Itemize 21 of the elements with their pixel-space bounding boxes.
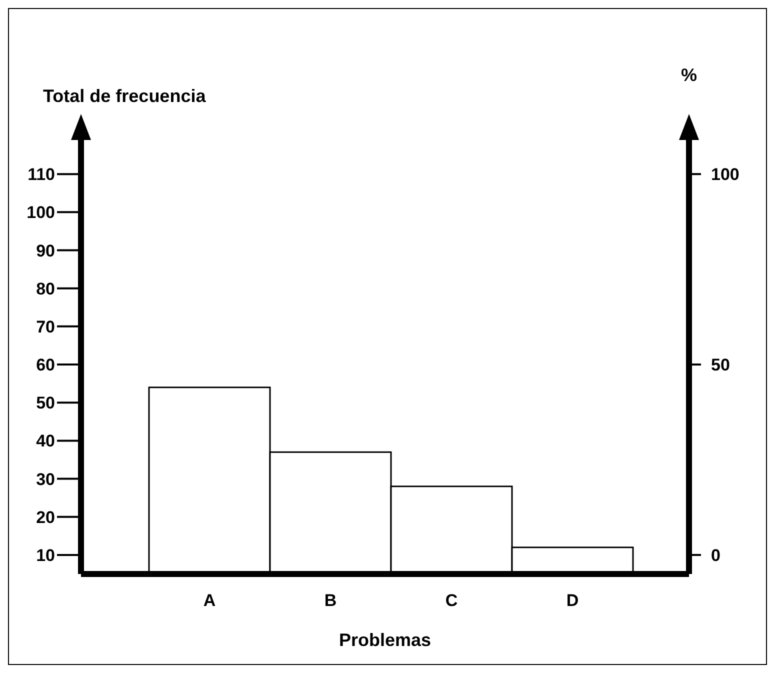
- x-tick-label: A: [203, 591, 216, 610]
- x-axis-title: Problemas: [338, 630, 432, 650]
- y2-tick-label: 100: [711, 165, 740, 184]
- y-tick-label: 10: [36, 546, 55, 565]
- y-tick-label: 30: [36, 470, 55, 489]
- y2-tick-label: 0: [711, 546, 720, 565]
- y-tick-label: 70: [36, 317, 55, 336]
- y-tick-label: 60: [36, 356, 55, 375]
- y-tick-label: 80: [36, 279, 55, 298]
- x-tick-label: D: [566, 591, 579, 610]
- y2-axis-title: %: [681, 65, 698, 85]
- x-tick-label: C: [445, 591, 458, 610]
- y-axis-title: Total de frecuencia: [43, 86, 207, 106]
- y-tick-label: 100: [26, 203, 55, 222]
- y-tick-label: 50: [36, 394, 55, 413]
- y-tick-label: 20: [36, 508, 55, 527]
- y2-tick-label: 50: [711, 356, 730, 375]
- x-tick-label: B: [324, 591, 337, 610]
- y-tick-label: 90: [36, 241, 55, 260]
- y-tick-label: 110: [28, 165, 55, 184]
- y-tick-label: 40: [36, 432, 55, 451]
